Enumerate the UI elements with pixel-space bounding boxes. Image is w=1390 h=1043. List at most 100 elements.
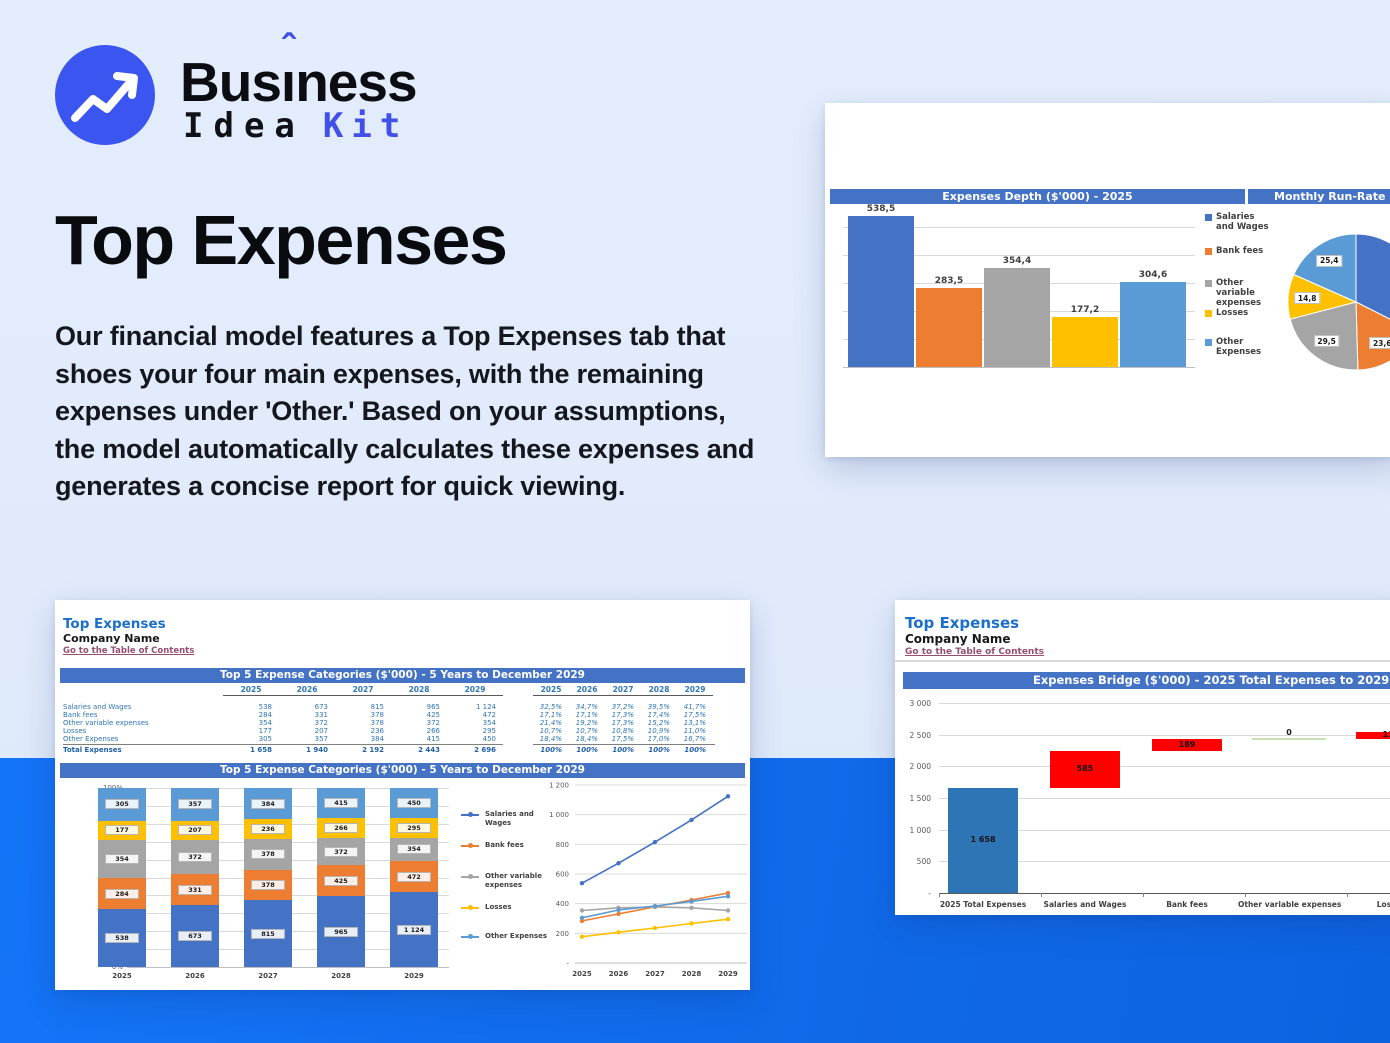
expense-values-table: 2025 2026 2027 2028 2029 Salaries and Wages 53… [63,685,503,754]
legend-label: Salaries and Wages [1216,212,1269,232]
row-value: 177 [258,727,272,735]
data-point-Bank fees [725,890,731,896]
y-axis-tick: 1 000 [549,811,569,819]
legend-label: Other Expenses [1216,337,1262,357]
legend-item-Losses: Losses [1205,308,1275,330]
row-value: 384 [370,735,384,743]
x-axis-label: 2025 [572,970,592,978]
legend-label: Bank fees [485,841,524,849]
legend-swatch [1205,214,1212,221]
y-axis-tick: 500 [916,857,931,867]
table-row: Other Expenses 305 357 384 415 450 [63,735,503,743]
table-of-contents-link[interactable]: Go to the Table of Contents [905,647,1044,657]
table-row: 17,1% 17,1% 17,3% 17,4% 17,5% [533,711,715,719]
waterfall-value-label: 585 [1076,764,1094,774]
segment-value-label: 450 [397,798,431,808]
table-of-contents-link[interactable]: Go to the Table of Contents [63,646,195,656]
total-value: 2 192 [362,746,384,754]
row-value: 415 [426,735,440,743]
year-header: 2029 [447,685,503,696]
data-point-Losses [725,917,731,922]
x-axis-category-label: Salaries and Wages [1043,900,1127,909]
x-axis-category-label: 2025 Total Expenses [939,900,1027,909]
bar-value-label: 177,2 [1070,305,1100,316]
legend-item-Losses: Losses [461,903,561,927]
legend-item-Other variable expenses: Other variable expenses [1205,278,1275,308]
top5-stacked-bar-chart: 0%10%20%30%40%50%60%70%80%90%100%5382843… [93,780,495,986]
legend-item-Other Expenses: Other Expenses [1205,337,1275,359]
waterfall-bar-2025 Total Expenses [948,787,1018,893]
row-value: 34,7% [575,703,598,711]
row-value: 11,0% [683,727,706,735]
axis-tick-mark [1347,893,1348,897]
data-point-Salaries and Wages [725,794,731,799]
total-label: Total Expenses [63,746,122,754]
segment-value-label: 1 124 [397,924,431,935]
year-header: 2027 [605,685,641,696]
segment-value-label: 354 [105,854,139,865]
x-axis-label: 2026 [185,972,205,980]
bar-Bank fees [916,287,982,367]
gridline [939,734,1390,736]
data-point-Salaries and Wages [689,817,694,823]
row-value: 32,5% [539,703,562,711]
row-value: 17,3% [611,711,634,719]
row-label: Losses [63,727,87,735]
monthly-runrate-pie-chart: 23,6 29,5 14,8 25,4 [1281,227,1390,377]
row-value: 538 [258,703,272,711]
row-value: 331 [314,711,328,719]
y-axis-tick: 2 000 [909,762,931,772]
expense-percent-table: 2025 2026 2027 2028 2029 32,5% 34,7% 37,2% 39,5%… [533,685,715,754]
data-point-Losses [689,921,694,926]
table-row: Bank fees 284 331 378 425 472 [63,711,503,719]
legend-dot-marker [468,843,473,848]
row-value: 39,5% [647,703,670,711]
row-label: Bank fees [63,711,98,719]
data-point-Other variable expenses [725,908,731,913]
bar-value-label: 304,6 [1138,269,1168,280]
data-point-Losses [579,934,585,939]
data-point-Other Expenses [689,899,694,904]
row-value: 450 [482,735,496,743]
legend-label: Other variable expenses [485,872,542,889]
x-axis-label: 2026 [609,970,629,978]
table-row: 32,5% 34,7% 37,2% 39,5% 41,7% [533,703,715,711]
data-point-Other Expenses [725,894,731,899]
row-value: 354 [482,719,496,727]
year-header: 2027 [335,685,391,696]
row-value: 10,7% [539,727,562,735]
total-value: 100% [612,746,634,754]
year-header: 2025 [533,685,569,696]
segment-value-label: 295 [397,822,431,833]
top5-line-chart: 1 200 1 000 800 600 400 200 -2025 2026 2027 2028 2… [549,782,747,978]
row-value: 815 [370,703,384,711]
row-value: 372 [314,719,328,727]
y-axis-tick: 2 500 [909,730,931,740]
row-label: Other variable expenses [63,719,149,727]
expenses-depth-banner: Expenses Depth ($'000) - 2025 [830,189,1245,204]
x-axis-category-label: Bank fees [1166,900,1208,909]
gridline [939,798,1390,799]
row-value: 10,7% [575,727,598,735]
expenses-bridge-waterfall-chart: 3 000 2 500 2 000 1 500 1 000 500 - 1 658 2025 T… [895,695,1390,915]
sheet-title: Top Expenses [905,614,1020,632]
legend-dot-marker [468,934,473,939]
pie-slice-label: 14,8 [1294,292,1320,305]
x-axis-category-label: Other variable expenses [1238,900,1342,909]
table-header-row: 2025 2026 2027 2028 2029 [533,685,715,697]
total-value: 1 940 [306,746,328,754]
monthly-runrate-banner: Monthly Run-Rate ($'000 [1248,189,1390,204]
gridline [939,703,1390,704]
screenshot-expenses-bridge-panel: Top Expenses Company Name Go to the Tabl… [895,600,1390,915]
gridline [843,255,1195,256]
row-value: 372 [426,719,440,727]
table-row: Losses 177 207 236 266 295 [63,727,503,735]
legend-swatch [1205,339,1212,346]
gridline [127,967,449,968]
legend-swatch [1205,248,1212,255]
segment-value-label: 378 [251,880,285,890]
sheet-divider [895,660,1390,662]
year-header: 2028 [641,685,677,696]
table-row: Salaries and Wages 538 673 815 965 1 124 [63,703,503,711]
